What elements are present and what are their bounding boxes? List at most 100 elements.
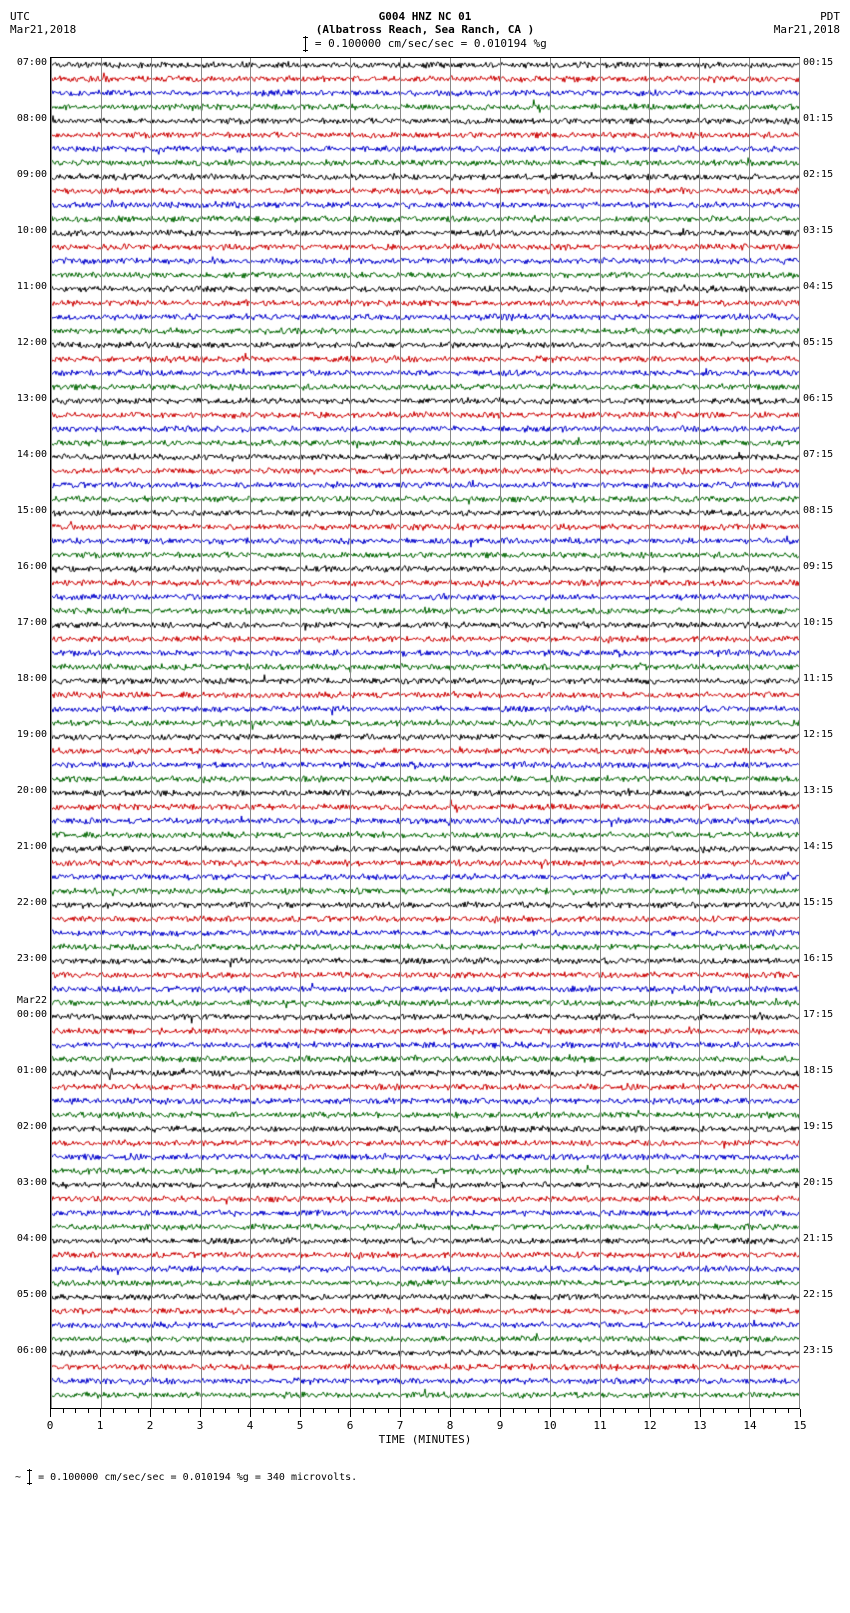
x-tick-major: [150, 1409, 151, 1417]
x-tick-minor: [575, 1409, 576, 1413]
x-tick-minor: [463, 1409, 464, 1413]
x-tick-label: 4: [247, 1419, 254, 1432]
left-time-label: 14:00: [17, 448, 47, 462]
x-tick-minor: [75, 1409, 76, 1413]
x-tick-major: [800, 1409, 801, 1417]
header: UTC Mar21,2018 G004 HNZ NC 01 (Albatross…: [10, 10, 840, 52]
right-time-label: 11:15: [803, 672, 833, 686]
right-time-label: 18:15: [803, 1064, 833, 1078]
right-time-label: 20:15: [803, 1176, 833, 1190]
x-tick-major: [450, 1409, 451, 1417]
footer-tilde: ~: [15, 1472, 21, 1483]
right-time-label: 05:15: [803, 336, 833, 350]
x-tick-minor: [588, 1409, 589, 1413]
x-tick-minor: [388, 1409, 389, 1413]
x-tick-major: [700, 1409, 701, 1417]
left-time-label: 20:00: [17, 784, 47, 798]
footer-text: = 0.100000 cm/sec/sec = 0.010194 %g = 34…: [38, 1472, 357, 1483]
x-tick-minor: [375, 1409, 376, 1413]
left-date: Mar21,2018: [10, 23, 90, 36]
x-tick-major: [750, 1409, 751, 1417]
x-tick-minor: [563, 1409, 564, 1413]
location: (Albatross Reach, Sea Ranch, CA ): [90, 23, 760, 36]
left-time-label: 11:00: [17, 280, 47, 294]
grid-line: [649, 58, 650, 1408]
x-tick-minor: [213, 1409, 214, 1413]
right-time-label: 22:15: [803, 1288, 833, 1302]
x-tick-minor: [713, 1409, 714, 1413]
x-tick-minor: [788, 1409, 789, 1413]
left-time-label: 01:00: [17, 1064, 47, 1078]
left-time-label: 00:00: [17, 1008, 47, 1022]
right-time-label: 10:15: [803, 616, 833, 630]
x-tick-minor: [613, 1409, 614, 1413]
right-time-label: 08:15: [803, 504, 833, 518]
x-tick-label: 10: [543, 1419, 556, 1432]
left-time-label: 05:00: [17, 1288, 47, 1302]
right-time-label: 06:15: [803, 392, 833, 406]
left-time-label: 13:00: [17, 392, 47, 406]
x-tick-label: 1: [97, 1419, 104, 1432]
right-time-label: 16:15: [803, 952, 833, 966]
x-tick-minor: [175, 1409, 176, 1413]
left-time-label: 15:00: [17, 504, 47, 518]
left-time-label: 21:00: [17, 840, 47, 854]
x-tick-label: 3: [197, 1419, 204, 1432]
right-date: Mar21,2018: [760, 23, 840, 36]
right-time-label: 04:15: [803, 280, 833, 294]
x-tick-label: 8: [447, 1419, 454, 1432]
right-time-label: 21:15: [803, 1232, 833, 1246]
x-tick-label: 0: [47, 1419, 54, 1432]
trace-row: [51, 1388, 799, 1402]
x-tick-minor: [425, 1409, 426, 1413]
x-tick-minor: [288, 1409, 289, 1413]
x-tick-label: 12: [643, 1419, 656, 1432]
x-tick-minor: [688, 1409, 689, 1413]
x-tick-minor: [325, 1409, 326, 1413]
x-tick-minor: [638, 1409, 639, 1413]
left-time-label: 18:00: [17, 672, 47, 686]
right-time-label: 03:15: [803, 224, 833, 238]
left-time-label: 08:00: [17, 112, 47, 126]
x-tick-label: 2: [147, 1419, 154, 1432]
right-time-label: 07:15: [803, 448, 833, 462]
x-tick-minor: [88, 1409, 89, 1413]
x-tick-major: [100, 1409, 101, 1417]
left-time-label: 07:00: [17, 56, 47, 70]
x-tick-label: 14: [743, 1419, 756, 1432]
x-tick-major: [300, 1409, 301, 1417]
right-time-label: 14:15: [803, 840, 833, 854]
right-time-label: 23:15: [803, 1344, 833, 1358]
x-tick-minor: [363, 1409, 364, 1413]
x-tick-minor: [738, 1409, 739, 1413]
plot-area: 07:0008:0009:0010:0011:0012:0013:0014:00…: [50, 57, 800, 1409]
x-tick-minor: [475, 1409, 476, 1413]
grid-line: [600, 58, 601, 1408]
station-id: G004 HNZ NC 01: [90, 10, 760, 23]
scale-bar-icon: [305, 36, 306, 52]
x-tick-minor: [188, 1409, 189, 1413]
x-tick-minor: [138, 1409, 139, 1413]
right-time-label: 02:15: [803, 168, 833, 182]
x-tick-minor: [725, 1409, 726, 1413]
right-time-label: 19:15: [803, 1120, 833, 1134]
x-tick-minor: [225, 1409, 226, 1413]
left-time-label: 23:00: [17, 952, 47, 966]
x-tick-minor: [313, 1409, 314, 1413]
scale-bar-icon: [29, 1469, 30, 1485]
right-time-label: 12:15: [803, 728, 833, 742]
right-time-label: 09:15: [803, 560, 833, 574]
scale-text: = 0.100000 cm/sec/sec = 0.010194 %g: [315, 37, 547, 50]
header-center: G004 HNZ NC 01 (Albatross Reach, Sea Ran…: [90, 10, 760, 52]
left-time-label: 17:00: [17, 616, 47, 630]
x-tick-minor: [413, 1409, 414, 1413]
grid-line: [151, 58, 152, 1408]
left-time-label: 04:00: [17, 1232, 47, 1246]
left-time-label: 16:00: [17, 560, 47, 574]
right-timezone: PDT: [760, 10, 840, 23]
x-tick-minor: [488, 1409, 489, 1413]
left-time-label: 09:00: [17, 168, 47, 182]
x-tick-minor: [438, 1409, 439, 1413]
x-tick-minor: [525, 1409, 526, 1413]
grid-line: [699, 58, 700, 1408]
